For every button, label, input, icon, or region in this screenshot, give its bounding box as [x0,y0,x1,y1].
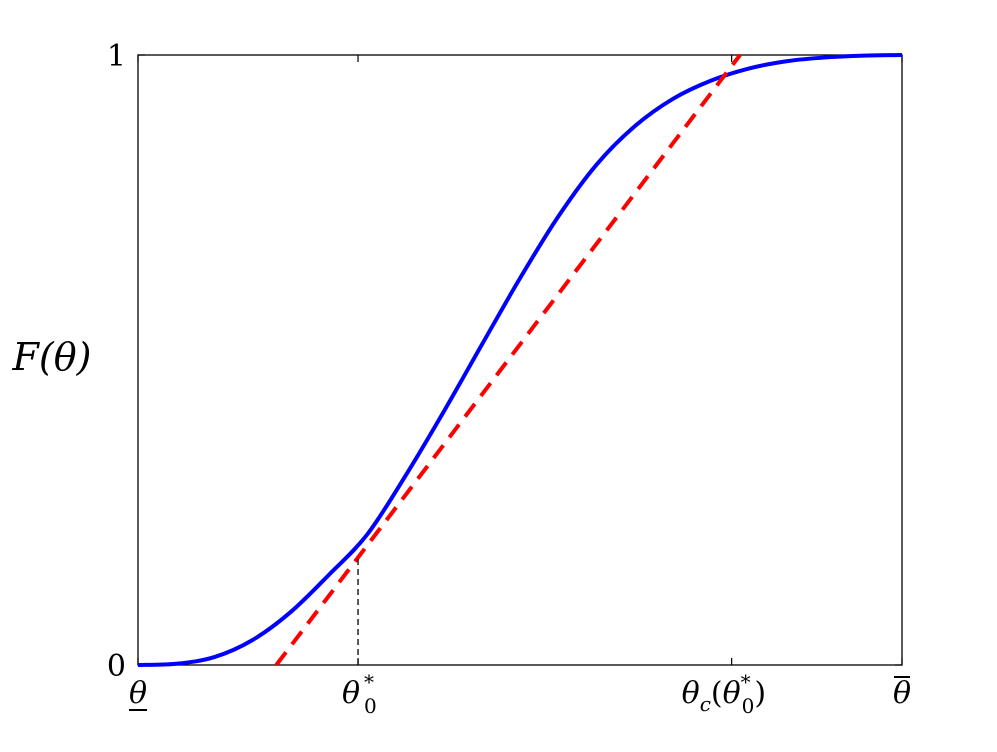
y-axis-label: F(θ) [12,335,92,379]
x-tick-label-thetac: θc(θ* 0) [682,670,767,718]
axes-frame [137,54,903,666]
x-tick-label-theta-upper: θ [893,676,911,711]
y-tick-label: 0 [107,649,126,684]
tangent-line [274,53,742,667]
plot-area: 01θ θ *0 θc(θ* 0) θF(θ) [12,39,911,718]
y-tick-label: 1 [107,39,126,74]
x-tick-label-superscript: * [364,670,374,694]
x-tick-label-subscript: 0 [364,694,377,718]
x-tick-label-theta0-star: θ [342,676,360,711]
cdf-curve [137,53,903,667]
x-tick-label-theta-lower: θ [129,676,147,711]
